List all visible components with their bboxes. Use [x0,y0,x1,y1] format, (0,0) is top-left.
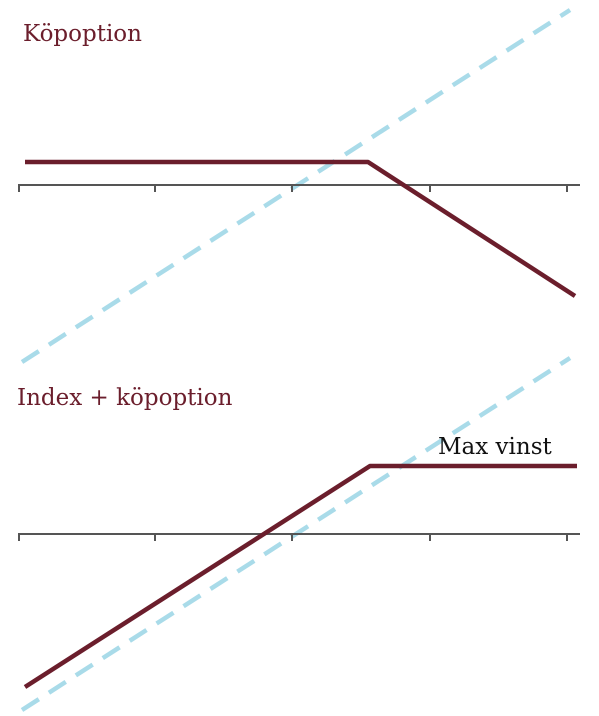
payoff-line [23,463,577,689]
panel: Index + köpoption Max vinst [17,356,580,712]
panel: Köpoption [18,8,580,364]
axis-ticks [18,534,568,541]
axis-ticks [18,185,568,192]
panel-title: Index + köpoption [17,385,233,411]
panel-title: Köpoption [23,21,142,47]
annotation: Max vinst [438,434,553,460]
payoff-line [25,159,577,298]
